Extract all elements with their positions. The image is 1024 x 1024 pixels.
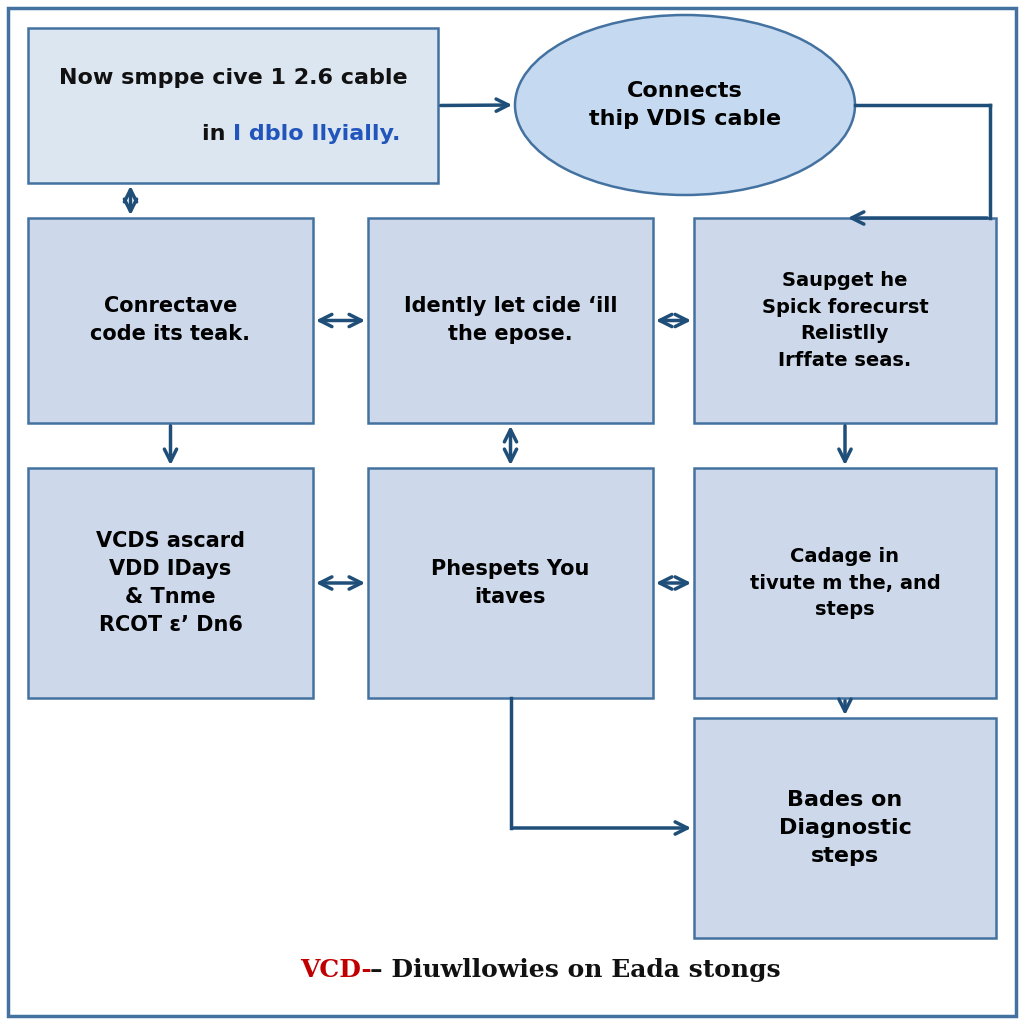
Text: Connects
thip VDIS cable: Connects thip VDIS cable [589,81,781,129]
Text: Now smppe cive 1 2.6 cable: Now smppe cive 1 2.6 cable [58,68,408,87]
FancyBboxPatch shape [694,218,996,423]
Text: Bades on
Diagnostic
steps: Bades on Diagnostic steps [778,790,911,866]
Ellipse shape [515,15,855,195]
FancyBboxPatch shape [368,218,653,423]
Text: Cadage in
tivute m the, and
steps: Cadage in tivute m the, and steps [750,547,940,618]
Text: Phespets You
itaves: Phespets You itaves [431,559,590,607]
FancyBboxPatch shape [28,28,438,183]
FancyBboxPatch shape [368,468,653,698]
Text: – Diuwllowies on Eada stongs: – Diuwllowies on Eada stongs [370,958,780,982]
Text: Saupget he
Spick forecurst
Relistlly
Irffate seas.: Saupget he Spick forecurst Relistlly Irf… [762,271,929,370]
FancyBboxPatch shape [28,468,313,698]
FancyBboxPatch shape [694,468,996,698]
FancyBboxPatch shape [8,8,1016,1016]
FancyBboxPatch shape [28,218,313,423]
Text: VCDS ascard
VDD IDays
& Tnme
RCOT ε’ Dn6: VCDS ascard VDD IDays & Tnme RCOT ε’ Dn6 [96,531,245,635]
Text: I dblo Ilyially.: I dblo Ilyially. [233,124,400,143]
Text: VCD-: VCD- [300,958,372,982]
Text: Idently let cide ‘ill
the epose.: Idently let cide ‘ill the epose. [403,297,617,344]
Text: Conrectave
code its teak.: Conrectave code its teak. [90,297,251,344]
Text: in: in [202,124,233,143]
FancyBboxPatch shape [694,718,996,938]
